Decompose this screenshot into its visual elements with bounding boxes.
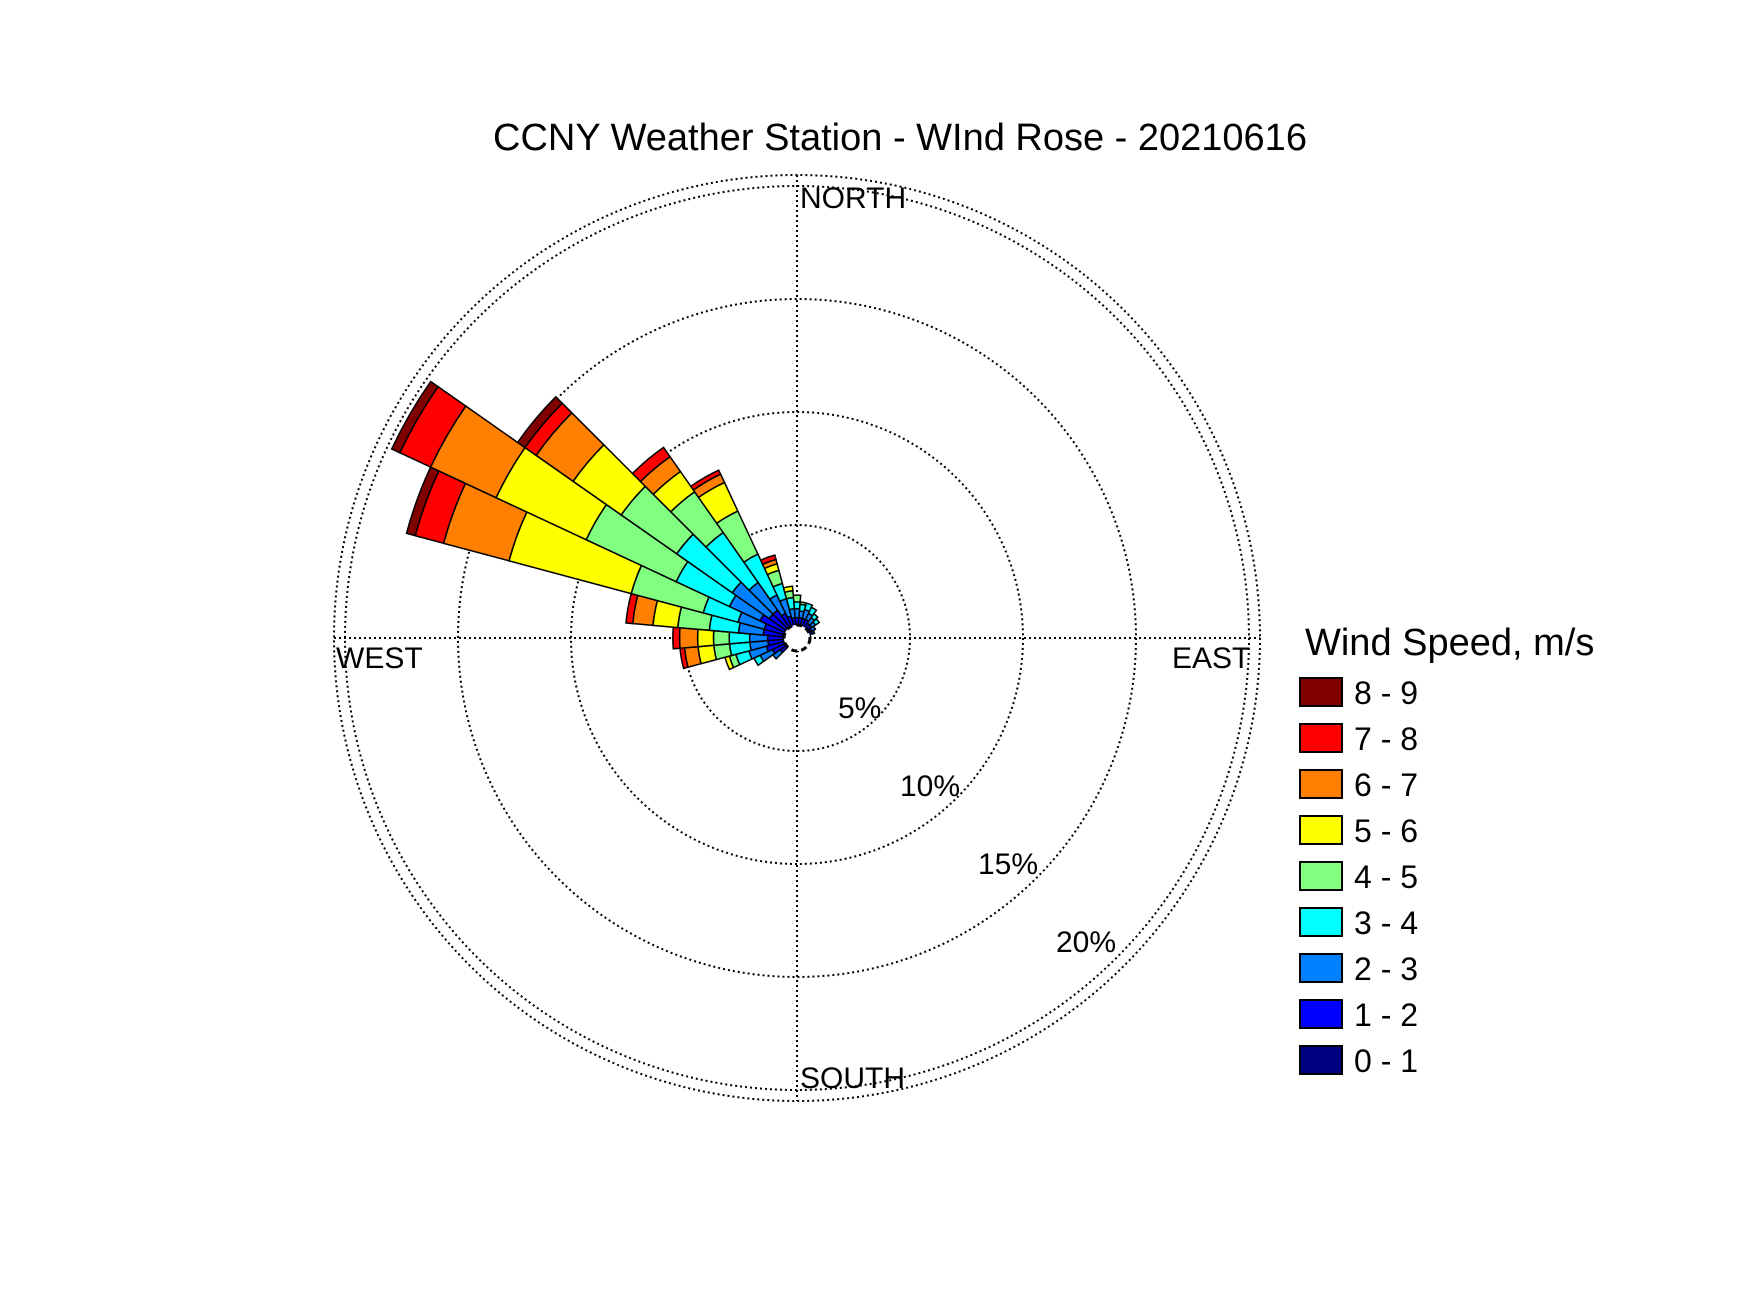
polar-grid <box>333 174 1261 1102</box>
wedge-dir0-bin2 <box>793 607 801 619</box>
wedge-dir0-bin3 <box>793 601 801 610</box>
legend-swatch-1-2 <box>1299 999 1343 1029</box>
wedge-dir330-bin7 <box>689 469 722 492</box>
legend-swatch-3-4 <box>1299 907 1343 937</box>
wedge-dir70-bin2 <box>810 629 816 635</box>
legend: Wind Speed, m/s 8 - 9 7 - 8 6 - 7 5 - 6 4 - … <box>1299 622 1594 1079</box>
calm-center-circle <box>782 623 812 653</box>
wedge-dir270-bin6 <box>678 626 699 650</box>
legend-label-3-4: 3 - 4 <box>1354 905 1418 941</box>
wind-rose-wedges <box>390 380 821 671</box>
ring-label-5: 5% <box>838 692 881 725</box>
legend-swatch-5-6 <box>1299 815 1343 845</box>
legend-swatch-2-3 <box>1299 953 1343 983</box>
direction-label-south: SOUTH <box>800 1062 905 1095</box>
legend-swatch-7-8 <box>1299 723 1343 753</box>
wedge-dir0-bin4 <box>792 594 802 603</box>
wedge-dir320-bin7 <box>631 446 672 483</box>
legend-label-1-2: 1 - 2 <box>1354 997 1418 1033</box>
legend-title: Wind Speed, m/s <box>1305 622 1594 664</box>
wedge-dir340-bin7 <box>759 554 777 566</box>
wedge-dir300-bin8 <box>390 380 440 454</box>
wedge-dir30-bin3 <box>807 606 818 617</box>
direction-label-east: EAST <box>1172 642 1250 675</box>
legend-label-8-9: 8 - 9 <box>1354 675 1418 711</box>
wedge-dir270-bin7 <box>672 626 681 650</box>
grid-ring-10 <box>570 411 1024 865</box>
wedge-dir20-bin3 <box>803 602 814 613</box>
legend-swatch-4-5 <box>1299 861 1343 891</box>
legend-items: 8 - 9 7 - 8 6 - 7 5 - 6 4 - 5 3 - 4 2 - 3 1 - 2… <box>1299 675 1418 1079</box>
ring-label-10: 10% <box>900 770 960 803</box>
wedge-dir50-bin3 <box>811 617 821 627</box>
legend-swatch-8-9 <box>1299 677 1343 707</box>
legend-label-4-5: 4 - 5 <box>1354 859 1418 895</box>
legend-label-2-3: 2 - 3 <box>1354 951 1418 987</box>
wedge-dir350-bin5 <box>782 585 794 594</box>
wedge-dir310-bin8 <box>516 395 564 449</box>
wedge-dir60-bin2 <box>808 625 817 633</box>
legend-label-7-8: 7 - 8 <box>1354 721 1418 757</box>
legend-label-5-6: 5 - 6 <box>1354 813 1418 849</box>
chart-title: CCNY Weather Station - WInd Rose - 20210… <box>493 117 1307 159</box>
wedge-dir270-bin4 <box>712 629 731 647</box>
ring-label-20: 20% <box>1056 926 1116 959</box>
legend-label-0-1: 0 - 1 <box>1354 1043 1418 1079</box>
legend-label-6-7: 6 - 7 <box>1354 767 1418 803</box>
legend-swatch-0-1 <box>1299 1045 1343 1075</box>
direction-label-west: WEST <box>336 642 423 675</box>
direction-label-north: NORTH <box>800 182 906 215</box>
legend-swatch-6-7 <box>1299 769 1343 799</box>
wedge-dir270-bin5 <box>696 628 715 648</box>
ring-label-15: 15% <box>978 848 1038 881</box>
